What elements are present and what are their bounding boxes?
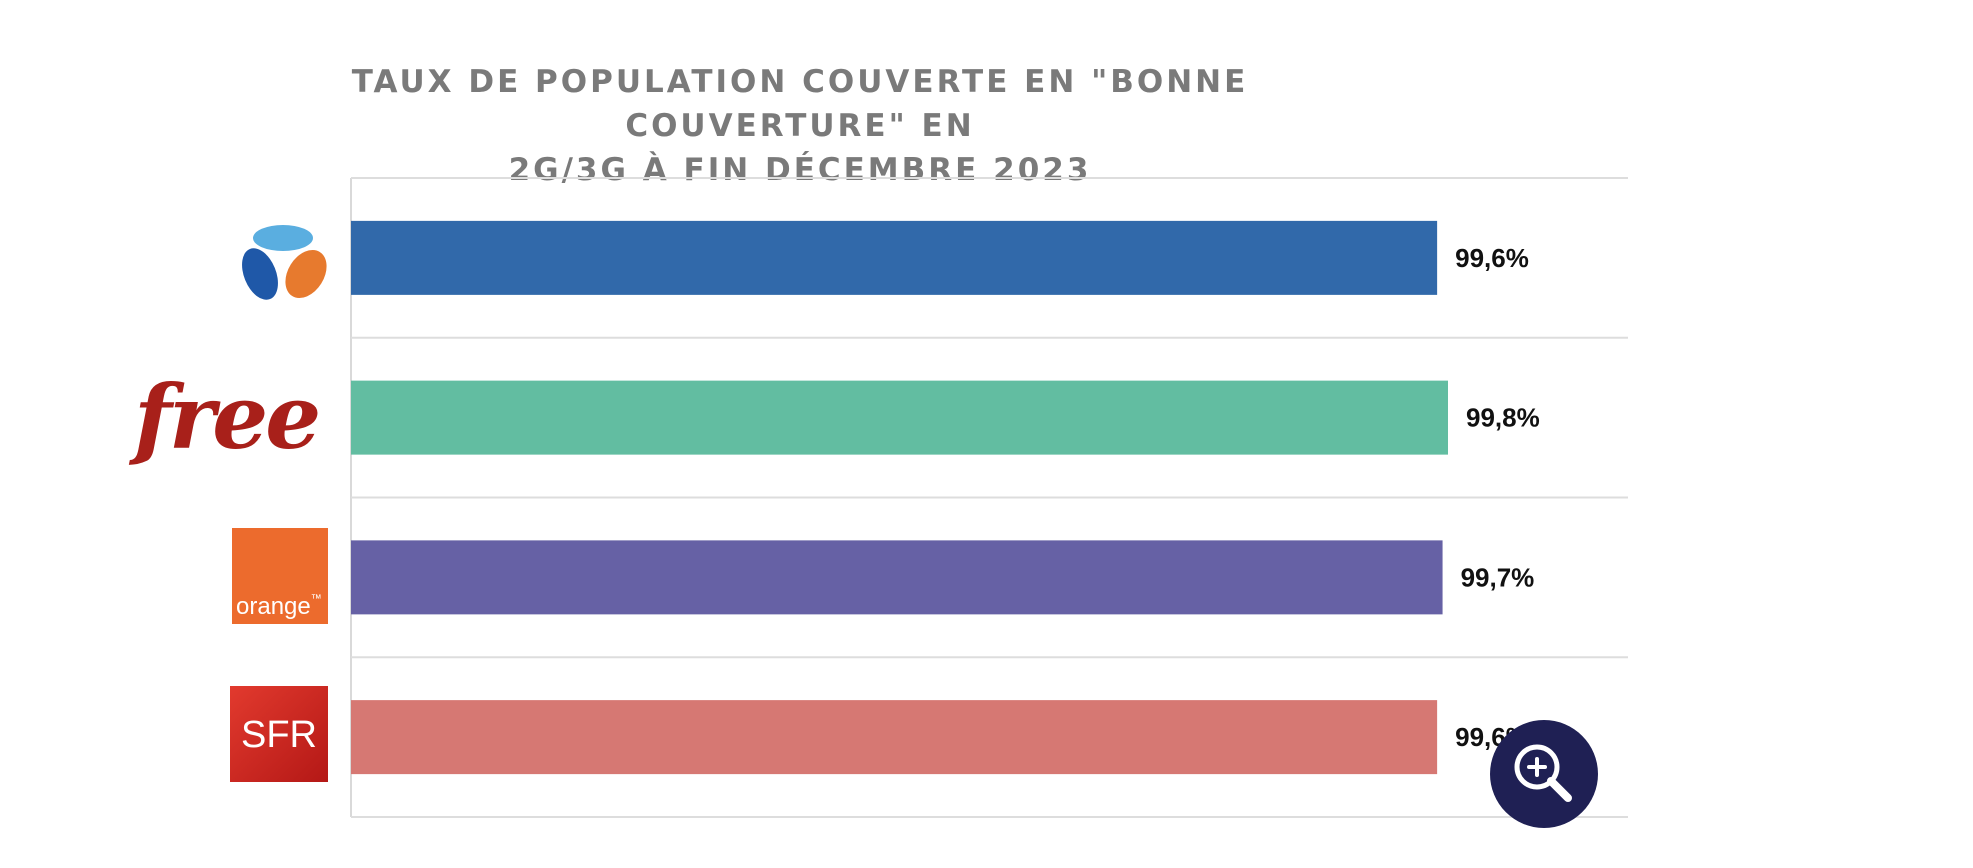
zoom-in-icon (1514, 744, 1572, 802)
data-label-free: 99,8% (1466, 403, 1540, 433)
zoom-in-button[interactable] (1490, 720, 1598, 828)
free-logo: free (128, 370, 321, 469)
orange-logo: orange™ (232, 528, 328, 624)
free-logo-text: free (128, 370, 318, 469)
bouygues-logo-right-ellipse (285, 249, 327, 299)
bouygues-logo-top-ellipse (253, 225, 313, 251)
bar-free (351, 380, 1448, 455)
bar-sfr (351, 700, 1438, 775)
data-label-orange: 99,7% (1461, 562, 1535, 592)
chart-title-line-2: 2G/3G À FIN DÉCEMBRE 2023 (508, 152, 1092, 188)
sfr-logo-text: SFR (241, 714, 317, 756)
bar-orange (351, 540, 1443, 615)
sfr-logo: SFR (230, 686, 328, 782)
bar-bouygues (351, 220, 1438, 295)
data-label-bouygues: 99,6% (1455, 243, 1529, 273)
bouygues-logo-left-ellipse (242, 248, 278, 300)
orange-logo-text: orange™ (236, 593, 322, 620)
chart-title: TAUX DE POPULATION COUVERTE EN "BONNE CO… (300, 60, 1300, 192)
bouygues-logo (242, 225, 327, 300)
chart-title-line-1: TAUX DE POPULATION COUVERTE EN "BONNE CO… (351, 64, 1249, 144)
